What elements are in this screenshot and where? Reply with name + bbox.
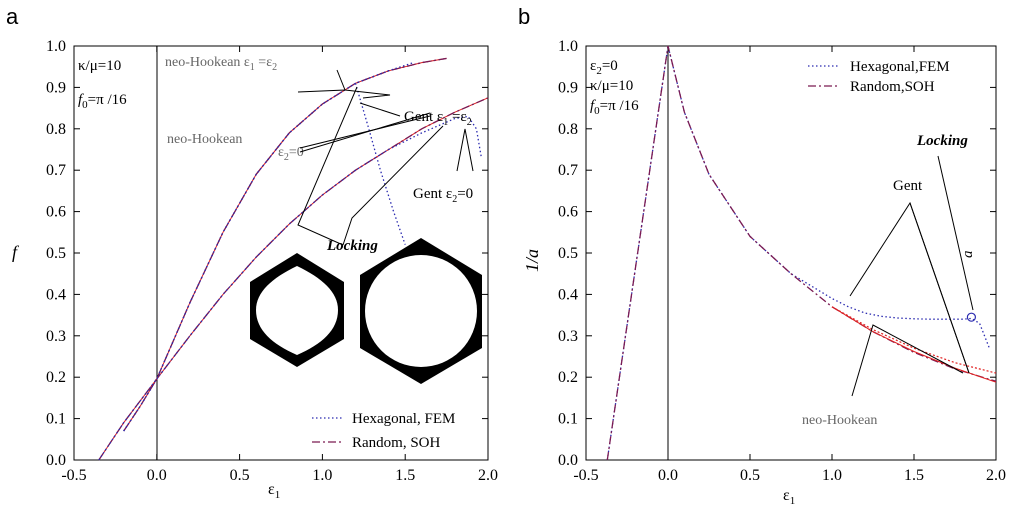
series-line-1 xyxy=(606,45,997,461)
series-line-3 xyxy=(354,83,406,245)
panel-a-letter: a xyxy=(6,4,19,29)
panel-b-param-eps2: ε2=0 xyxy=(590,58,618,77)
y-tick-label: 0.5 xyxy=(46,245,66,262)
y-tick-label: 0.3 xyxy=(558,328,578,345)
y-tick-label: 0.7 xyxy=(46,162,66,179)
legend-b-soh-label: Random,SOH xyxy=(850,79,935,95)
anno-locking-a: Locking xyxy=(326,238,378,254)
y-tick-label: 1.0 xyxy=(46,38,66,55)
panel-b-pointer-lines xyxy=(849,155,974,397)
x-tick-label: 2.0 xyxy=(986,467,1006,484)
anno-nh-equibiaxial: neo-Hookean ε1 =ε2 xyxy=(165,55,277,73)
panel-a-param-f0: f0=π /16 xyxy=(78,92,127,111)
panel-b-ylabel: 1/a xyxy=(522,249,542,272)
locking-marker xyxy=(966,312,977,322)
panel-b-frame xyxy=(585,45,997,461)
series-line-1 xyxy=(123,57,447,432)
x-tick-label: 0.0 xyxy=(147,467,167,484)
panel-a-legend: Hexagonal, FEM Random, SOH xyxy=(312,411,455,451)
x-tick-label: 1.5 xyxy=(395,467,415,484)
y-tick-label: 0.3 xyxy=(46,328,66,345)
panel-a-pointer-lines xyxy=(297,69,474,246)
series-line-2 xyxy=(123,61,414,432)
anno-eps2-zero: ε2=0 xyxy=(278,145,304,163)
y-tick-label: 0.1 xyxy=(558,411,578,428)
panel-b-legend: Hexagonal,FEM Random,SOH xyxy=(808,59,950,95)
series-line-2 xyxy=(831,306,997,374)
series-line-4 xyxy=(98,97,489,461)
panel-b-letter: b xyxy=(518,4,530,29)
legend-b-fem-label: Hexagonal,FEM xyxy=(850,59,950,75)
panel-b-param-f0: f0=π /16 xyxy=(590,98,639,117)
y-tick-label: 0.9 xyxy=(558,79,578,96)
x-tick-label: 2.0 xyxy=(478,467,498,484)
anno-a-b: a xyxy=(960,251,976,259)
x-tick-label: 0.0 xyxy=(658,467,678,484)
anno-gent-b: Gent xyxy=(893,178,923,194)
y-tick-label: 0.6 xyxy=(558,204,578,221)
y-tick-label: 0.8 xyxy=(46,121,66,138)
panel-b-xlabel: ε1 xyxy=(783,487,795,507)
inset-hexagon-cell xyxy=(250,253,344,367)
x-tick-label: 1.5 xyxy=(904,467,924,484)
y-tick-label: 0.6 xyxy=(46,204,66,221)
panel-b-param-kappa: κ/μ=10 xyxy=(590,78,633,94)
y-tick-label: 0.1 xyxy=(46,411,66,428)
x-tick-label: 0.5 xyxy=(740,467,760,484)
y-tick-label: 0.0 xyxy=(558,452,578,469)
y-tick-label: 0.4 xyxy=(46,286,66,303)
series-red-underlay xyxy=(123,57,447,432)
panel-a-param-kappa: κ/μ=10 xyxy=(78,58,121,74)
y-tick-label: 0.2 xyxy=(558,369,578,386)
anno-nh-uniaxial: neo-Hookean xyxy=(167,132,242,147)
y-tick-label: 0.9 xyxy=(46,79,66,96)
inset-circular-cell xyxy=(360,238,482,384)
series-line-3 xyxy=(831,306,997,383)
x-tick-label: 0.5 xyxy=(230,467,250,484)
y-tick-label: 0.0 xyxy=(46,452,66,469)
y-tick-label: 0.5 xyxy=(558,245,578,262)
series-line-0 xyxy=(123,57,447,432)
anno-gent-uniaxial: Gent ε2=0 xyxy=(413,186,473,205)
x-tick-label: 1.0 xyxy=(312,467,332,484)
y-tick-label: 0.7 xyxy=(558,162,578,179)
anno-gent-equibiaxial: Gent ε1 =ε2 xyxy=(404,109,472,128)
panel-a-xlabel: ε1 xyxy=(268,481,280,501)
x-tick-label: -0.5 xyxy=(573,467,598,484)
y-tick-label: 1.0 xyxy=(558,38,578,55)
y-tick-label: 0.2 xyxy=(46,369,66,386)
panel-a-ylabel: f xyxy=(12,242,20,262)
y-tick-label: 0.4 xyxy=(558,286,578,303)
panel-b: -0.5 0.0 0.5 1.0 1.5 2.00.00.10.20.30.40.50.6… xyxy=(522,38,1006,507)
x-tick-label: 1.0 xyxy=(822,467,842,484)
y-tick-label: 0.8 xyxy=(558,121,578,138)
x-tick-label: -0.5 xyxy=(61,467,86,484)
legend-a-soh-label: Random, SOH xyxy=(352,435,441,451)
series-line-0 xyxy=(606,45,991,461)
panel-a: -0.5 0.0 0.5 1.0 1.5 2.00.00.10.20.30.40.50.6… xyxy=(12,38,498,501)
anno-nh-b: neo-Hookean xyxy=(802,413,877,428)
anno-locking-b: Locking xyxy=(916,133,968,149)
legend-a-fem-label: Hexagonal, FEM xyxy=(352,411,455,427)
